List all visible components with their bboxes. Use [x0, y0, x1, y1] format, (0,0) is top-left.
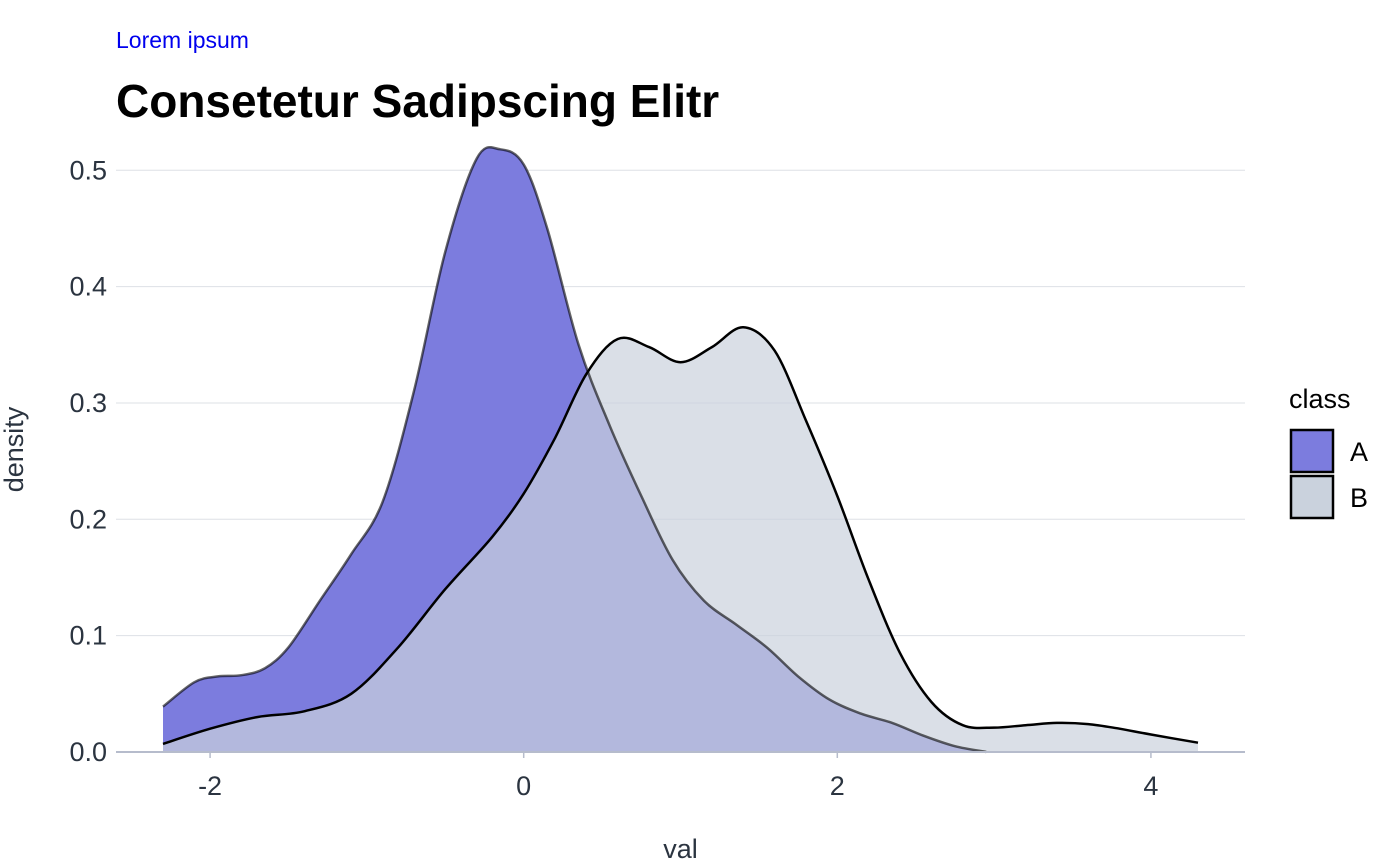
x-axis-title: val [663, 834, 698, 864]
density-areas [162, 145, 1199, 754]
y-axis-title: density [0, 406, 29, 492]
legend-swatch-b [1289, 474, 1335, 520]
x-tick-label-1: 0 [516, 771, 531, 801]
legend: class AB [1289, 384, 1368, 520]
x-tick-label-2: 2 [830, 771, 845, 801]
legend-label-b: B [1350, 483, 1368, 513]
x-tick-label-0: -2 [198, 771, 222, 801]
y-tick-label-1: 0.1 [69, 621, 107, 651]
x-tick-label-3: 4 [1143, 771, 1158, 801]
x-tick-labels: -2 0 2 4 [198, 752, 1158, 801]
y-tick-label-0: 0.0 [69, 737, 107, 767]
density-area-b [163, 327, 1198, 752]
density-line-b [162, 326, 1199, 746]
y-tick-label-3: 0.3 [69, 388, 107, 418]
y-tick-label-4: 0.4 [69, 272, 107, 302]
legend-label-a: A [1350, 437, 1368, 467]
legend-swatch-a [1289, 428, 1335, 474]
legend-title: class [1289, 384, 1351, 414]
y-tick-label-5: 0.5 [69, 155, 107, 185]
density-line-a [162, 145, 987, 754]
y-tick-labels: 0.0 0.1 0.2 0.3 0.4 0.5 [69, 155, 107, 767]
y-tick-label-2: 0.2 [69, 504, 107, 534]
chart-subtitle: Lorem ipsum [116, 27, 249, 53]
chart-title: Consetetur Sadipscing Elitr [116, 75, 720, 127]
